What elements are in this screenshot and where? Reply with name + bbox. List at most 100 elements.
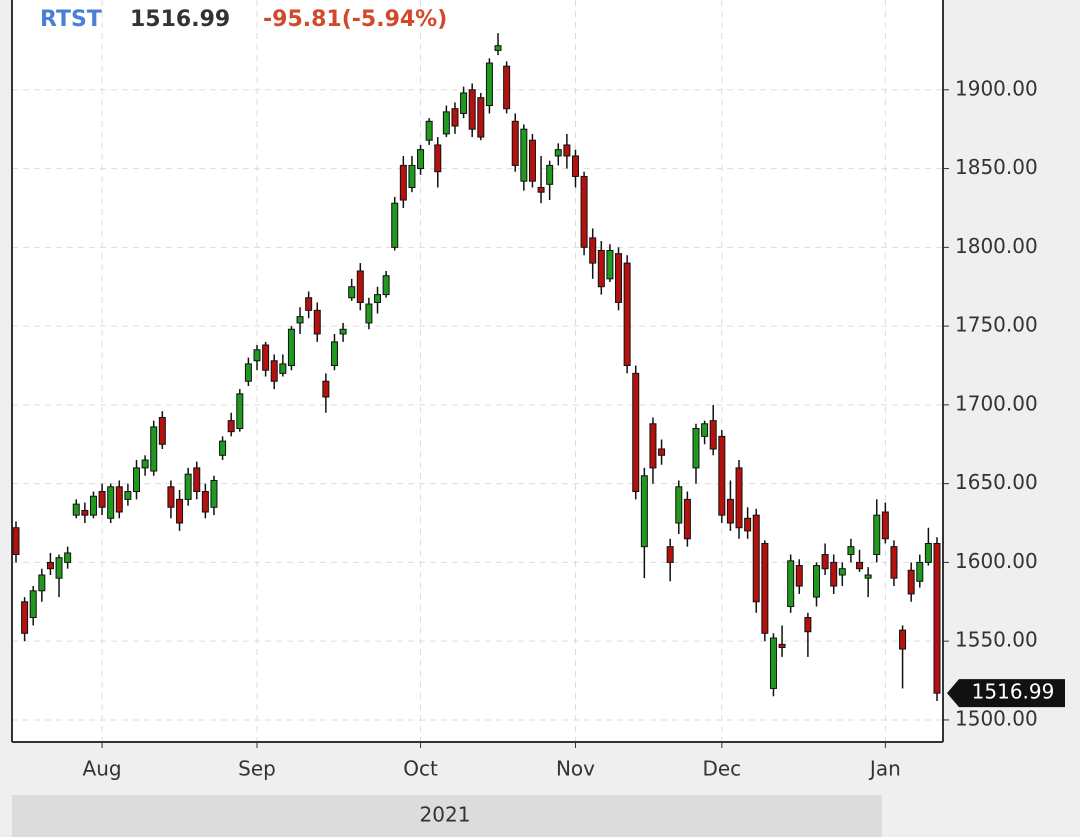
candle-body <box>485 62 493 107</box>
candle-body <box>141 459 149 469</box>
candle-body <box>374 294 382 303</box>
price-change: -95.81(-5.94%) <box>263 7 447 32</box>
candle-body <box>520 128 528 182</box>
candle-body <box>89 495 97 516</box>
candle-body <box>546 164 554 185</box>
candle-body <box>761 543 769 634</box>
candle-body <box>253 349 261 362</box>
candle-body <box>847 546 855 556</box>
candle-body <box>881 511 889 540</box>
candle-body <box>873 514 881 556</box>
candle-body <box>838 568 846 576</box>
candle-body <box>417 149 425 170</box>
candle-body <box>133 467 141 493</box>
candle-body <box>55 557 63 579</box>
candle-body <box>227 420 235 433</box>
candle-body <box>511 120 519 166</box>
candle-body <box>244 363 252 382</box>
candle-body <box>683 498 691 540</box>
candle-body <box>804 617 812 633</box>
last-price: 1516.99 <box>130 7 230 32</box>
candle-body <box>124 491 132 500</box>
candle-body <box>322 380 330 398</box>
candle-body <box>563 144 571 157</box>
candle-body <box>21 601 29 634</box>
candle-body <box>115 486 123 513</box>
year-bar <box>12 795 882 837</box>
x-tick-label: Jan <box>868 757 901 781</box>
candle-body <box>709 420 717 450</box>
y-tick-label: 1900.00 <box>955 76 1038 100</box>
candle-body <box>718 435 726 516</box>
candle-body <box>597 249 605 288</box>
candle-body <box>38 574 46 592</box>
candle-body <box>382 275 390 296</box>
candle-body <box>391 202 399 248</box>
candle-body <box>434 144 442 173</box>
candle-body <box>460 92 468 114</box>
candle-body <box>287 328 295 366</box>
candle-body <box>606 249 614 280</box>
candle-body <box>856 561 864 570</box>
candle-body <box>666 546 674 563</box>
candle-body <box>451 108 459 127</box>
candle-body <box>769 637 777 689</box>
x-tick-label: Dec <box>702 757 741 781</box>
candle-body <box>305 297 313 311</box>
candle-body <box>615 253 623 303</box>
candle-body <box>494 45 502 51</box>
candle-body <box>778 643 786 648</box>
candle-body <box>899 629 907 650</box>
candle-body <box>201 491 209 513</box>
candle-body <box>528 139 536 182</box>
candle-body <box>348 286 356 299</box>
candle-body <box>279 363 287 374</box>
candle-body <box>649 423 657 469</box>
candle-body <box>270 360 278 382</box>
x-tick-label: Oct <box>403 757 438 781</box>
candle-body <box>442 111 450 135</box>
candle-body <box>692 428 700 469</box>
candle-body <box>468 89 476 130</box>
candle-body <box>640 475 648 548</box>
y-tick-label: 1500.00 <box>955 706 1038 730</box>
candle-body <box>339 328 347 335</box>
candle-body <box>907 569 915 595</box>
candle-body <box>210 479 218 508</box>
candle-body <box>726 498 734 524</box>
last-price-label: 1516.99 <box>972 680 1055 704</box>
candle-body <box>589 237 597 264</box>
candle-body <box>477 97 485 138</box>
candle-body <box>408 164 416 188</box>
candle-body <box>554 149 562 157</box>
y-tick-label: 1600.00 <box>955 549 1038 573</box>
candle-body <box>193 467 201 493</box>
candle-body <box>916 561 924 582</box>
candle-body <box>150 426 158 472</box>
candle-body <box>296 316 304 324</box>
candle-body <box>262 344 270 371</box>
candle-body <box>658 448 666 456</box>
year-label: 2021 <box>420 803 471 827</box>
candle-body <box>81 509 89 516</box>
last-price-flag <box>947 679 1065 708</box>
candle-body <box>580 175 588 248</box>
candle-body <box>167 486 175 508</box>
candle-body <box>812 565 820 598</box>
candle-body <box>236 393 244 430</box>
candle-body <box>176 498 184 524</box>
candle-body <box>64 552 72 563</box>
candle-body <box>98 491 106 508</box>
candle-body <box>632 372 640 493</box>
x-tick-label: Aug <box>83 757 122 781</box>
candle-body <box>365 303 373 324</box>
candle-body <box>933 543 941 694</box>
candle-body <box>924 543 932 563</box>
candle-body <box>330 341 338 366</box>
candle-body <box>830 561 838 587</box>
candle-body <box>219 440 227 456</box>
candle-body <box>890 546 898 579</box>
y-tick-label: 1850.00 <box>955 155 1038 179</box>
y-tick-label: 1700.00 <box>955 391 1038 415</box>
